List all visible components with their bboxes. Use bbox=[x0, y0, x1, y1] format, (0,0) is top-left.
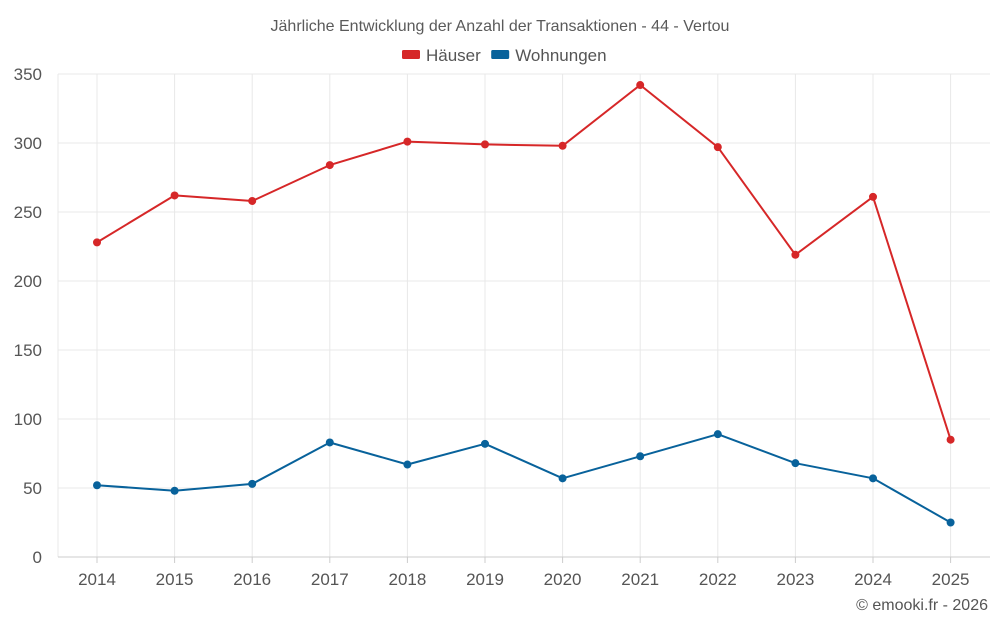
data-point-wohnungen[interactable] bbox=[636, 452, 645, 461]
legend-item-h-user[interactable]: Häuser bbox=[402, 46, 481, 65]
x-tick-label: 2014 bbox=[78, 570, 116, 589]
data-point-h-user[interactable] bbox=[558, 141, 567, 150]
data-point-wohnungen[interactable] bbox=[325, 438, 334, 447]
x-tick-label: 2025 bbox=[932, 570, 970, 589]
series-layer bbox=[93, 81, 955, 527]
y-tick-label: 50 bbox=[23, 479, 42, 498]
data-point-h-user[interactable] bbox=[248, 196, 257, 205]
legend-label: Häuser bbox=[426, 46, 481, 65]
data-point-h-user[interactable] bbox=[403, 137, 412, 146]
y-tick-label: 0 bbox=[33, 548, 42, 567]
y-tick-label: 350 bbox=[14, 65, 42, 84]
legend-swatch bbox=[402, 50, 420, 59]
data-point-wohnungen[interactable] bbox=[170, 486, 179, 495]
y-tick-label: 150 bbox=[14, 341, 42, 360]
data-point-wohnungen[interactable] bbox=[93, 481, 101, 490]
x-tick-label: 2019 bbox=[466, 570, 504, 589]
x-tick-label: 2024 bbox=[854, 570, 892, 589]
y-tick-label: 200 bbox=[14, 272, 42, 291]
x-tick-label: 2015 bbox=[156, 570, 194, 589]
data-point-wohnungen[interactable] bbox=[713, 430, 722, 439]
data-point-h-user[interactable] bbox=[791, 250, 800, 259]
data-point-wohnungen[interactable] bbox=[481, 439, 489, 448]
data-point-h-user[interactable] bbox=[946, 435, 955, 444]
data-point-wohnungen[interactable] bbox=[791, 459, 800, 468]
x-tick-label: 2018 bbox=[388, 570, 426, 589]
series-line-wohnungen bbox=[96, 433, 952, 524]
data-point-h-user[interactable] bbox=[713, 143, 722, 152]
data-point-h-user[interactable] bbox=[869, 192, 877, 201]
legend-swatch bbox=[491, 50, 510, 59]
data-point-wohnungen[interactable] bbox=[946, 518, 955, 527]
x-tick-label: 2022 bbox=[699, 570, 737, 589]
axes: 0 50 100 150 200 250 300 350 2014 2015 2016 2017 201… bbox=[14, 65, 990, 589]
x-tick-label: 2016 bbox=[233, 570, 271, 589]
data-point-wohnungen[interactable] bbox=[558, 474, 567, 483]
data-point-h-user[interactable] bbox=[170, 191, 179, 200]
legend-item-wohnungen[interactable]: Wohnungen bbox=[491, 46, 607, 65]
legend: Häuser Wohnungen bbox=[402, 46, 607, 65]
data-point-h-user[interactable] bbox=[93, 238, 101, 247]
chart-title: Jährliche Entwicklung der Anzahl der Tra… bbox=[271, 18, 730, 35]
x-tick-label: 2021 bbox=[621, 570, 659, 589]
x-tick-label: 2023 bbox=[776, 570, 814, 589]
legend-label: Wohnungen bbox=[515, 46, 606, 65]
grid bbox=[57, 73, 990, 557]
data-point-h-user[interactable] bbox=[325, 161, 334, 170]
data-point-wohnungen[interactable] bbox=[869, 474, 877, 483]
data-point-wohnungen[interactable] bbox=[403, 460, 412, 469]
y-tick-label: 300 bbox=[14, 134, 42, 153]
data-point-h-user[interactable] bbox=[481, 140, 489, 149]
series-line-h-user bbox=[96, 84, 952, 441]
y-tick-label: 250 bbox=[14, 203, 42, 222]
x-tick-label: 2020 bbox=[544, 570, 582, 589]
data-point-h-user[interactable] bbox=[636, 81, 645, 90]
credit-text: © emooki.fr - 2026 bbox=[856, 597, 988, 614]
x-tick-label: 2017 bbox=[311, 570, 349, 589]
data-point-wohnungen[interactable] bbox=[248, 479, 257, 488]
y-tick-label: 100 bbox=[14, 410, 42, 429]
